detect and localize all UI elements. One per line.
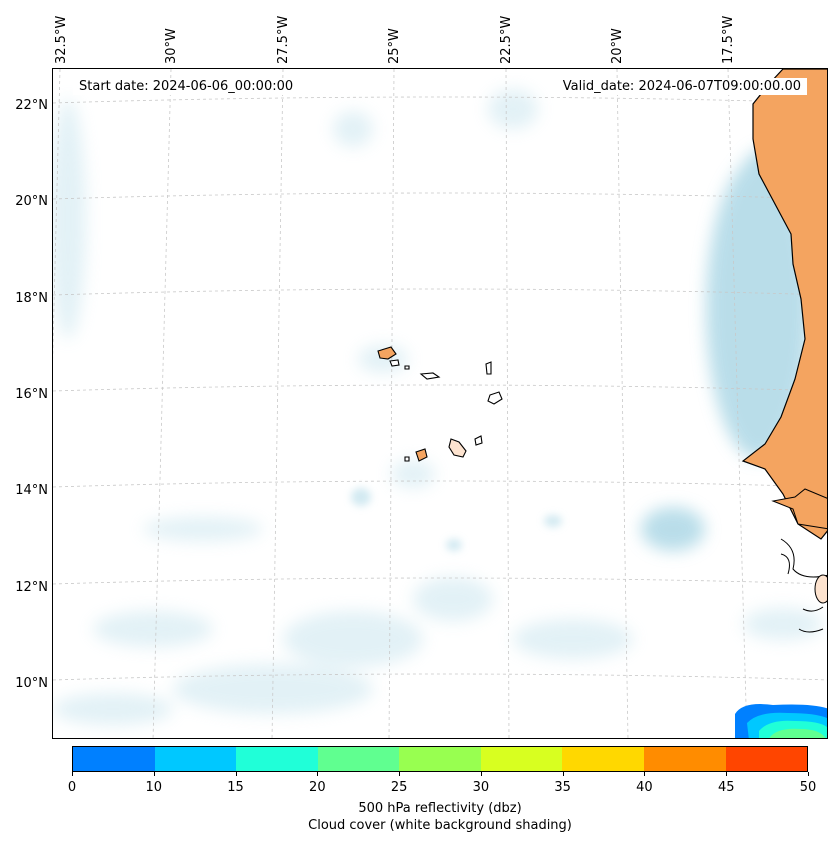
colorbar-segment-6 [562, 747, 644, 771]
colorbar-tick-mark [562, 772, 564, 776]
colorbar-segment-5 [480, 747, 563, 771]
colorbar-tick-mark [726, 772, 728, 776]
colorbar-segment-8 [725, 747, 808, 771]
lon-label-25w: 25°W [387, 28, 402, 64]
valid-date-label: Valid_date: 2024-06-07T09:00:00.00 [556, 78, 807, 95]
lat-label-18n: 18°N [15, 291, 48, 306]
lat-label-14n: 14°N [15, 483, 48, 498]
lon-label-30w: 30°W [164, 28, 179, 64]
lon-label-20w: 20°W [610, 28, 625, 64]
lat-label-22n: 22°N [15, 98, 48, 113]
colorbar-tick-label: 40 [636, 780, 653, 795]
colorbar-tick-label: 10 [145, 780, 163, 795]
colorbar-tick-mark [644, 772, 646, 776]
lat-label-10n: 10°N [15, 676, 48, 691]
colorbar-segment-2 [236, 747, 318, 771]
map-panel[interactable]: Start date: 2024-06-06_00:00:00 Valid_da… [52, 68, 828, 739]
colorbar-tick-label: 30 [472, 780, 490, 795]
colorbar-tick-mark [72, 772, 73, 776]
map-canvas [53, 69, 827, 738]
colorbar-tick-label: 35 [554, 780, 571, 795]
colorbar-title: 500 hPa reflectivity (dbz) [358, 801, 522, 816]
lon-label-27-5w: 27.5°W [276, 15, 291, 64]
colorbar-tick-label: 25 [390, 780, 408, 795]
colorbar-segment-4 [399, 747, 481, 771]
lat-label-20n: 20°N [15, 194, 48, 209]
lon-label-22-5w: 22.5°W [499, 15, 514, 64]
gridlines [53, 69, 827, 738]
lon-label-32-5w: 32.5°W [54, 15, 69, 64]
colorbar-segment-3 [317, 747, 400, 771]
lat-label-16n: 16°N [15, 387, 48, 402]
colorbar-tick-mark [153, 772, 155, 776]
colorbar-tick-mark [399, 772, 401, 776]
colorbar-segment-1 [154, 747, 237, 771]
colorbar-tick-label: 15 [227, 780, 244, 795]
colorbar-tick-label: 0 [67, 780, 77, 795]
colorbar-tick-label: 45 [717, 780, 735, 795]
start-date-label: Start date: 2024-06-06_00:00:00 [73, 78, 300, 95]
colorbar-subtitle: Cloud cover (white background shading) [308, 818, 572, 833]
colorbar [72, 746, 808, 772]
africa-landmass [741, 69, 827, 633]
colorbar-segment-7 [643, 747, 726, 771]
lat-label-12n: 12°N [15, 580, 48, 595]
colorbar-segment-0 [73, 747, 155, 771]
colorbar-tick-mark [480, 772, 482, 776]
lon-label-17-5w: 17.5°W [721, 15, 736, 64]
cape-verde-islands [377, 346, 503, 462]
colorbar-tick-label: 20 [309, 780, 326, 795]
colorbar-tick-label: 50 [799, 780, 817, 795]
colorbar-tick-mark [317, 772, 319, 776]
colorbar-tick-mark [235, 772, 237, 776]
cloud-cover-layer [53, 89, 823, 725]
reflectivity-patch [735, 704, 827, 738]
colorbar-tick-mark [808, 772, 809, 776]
